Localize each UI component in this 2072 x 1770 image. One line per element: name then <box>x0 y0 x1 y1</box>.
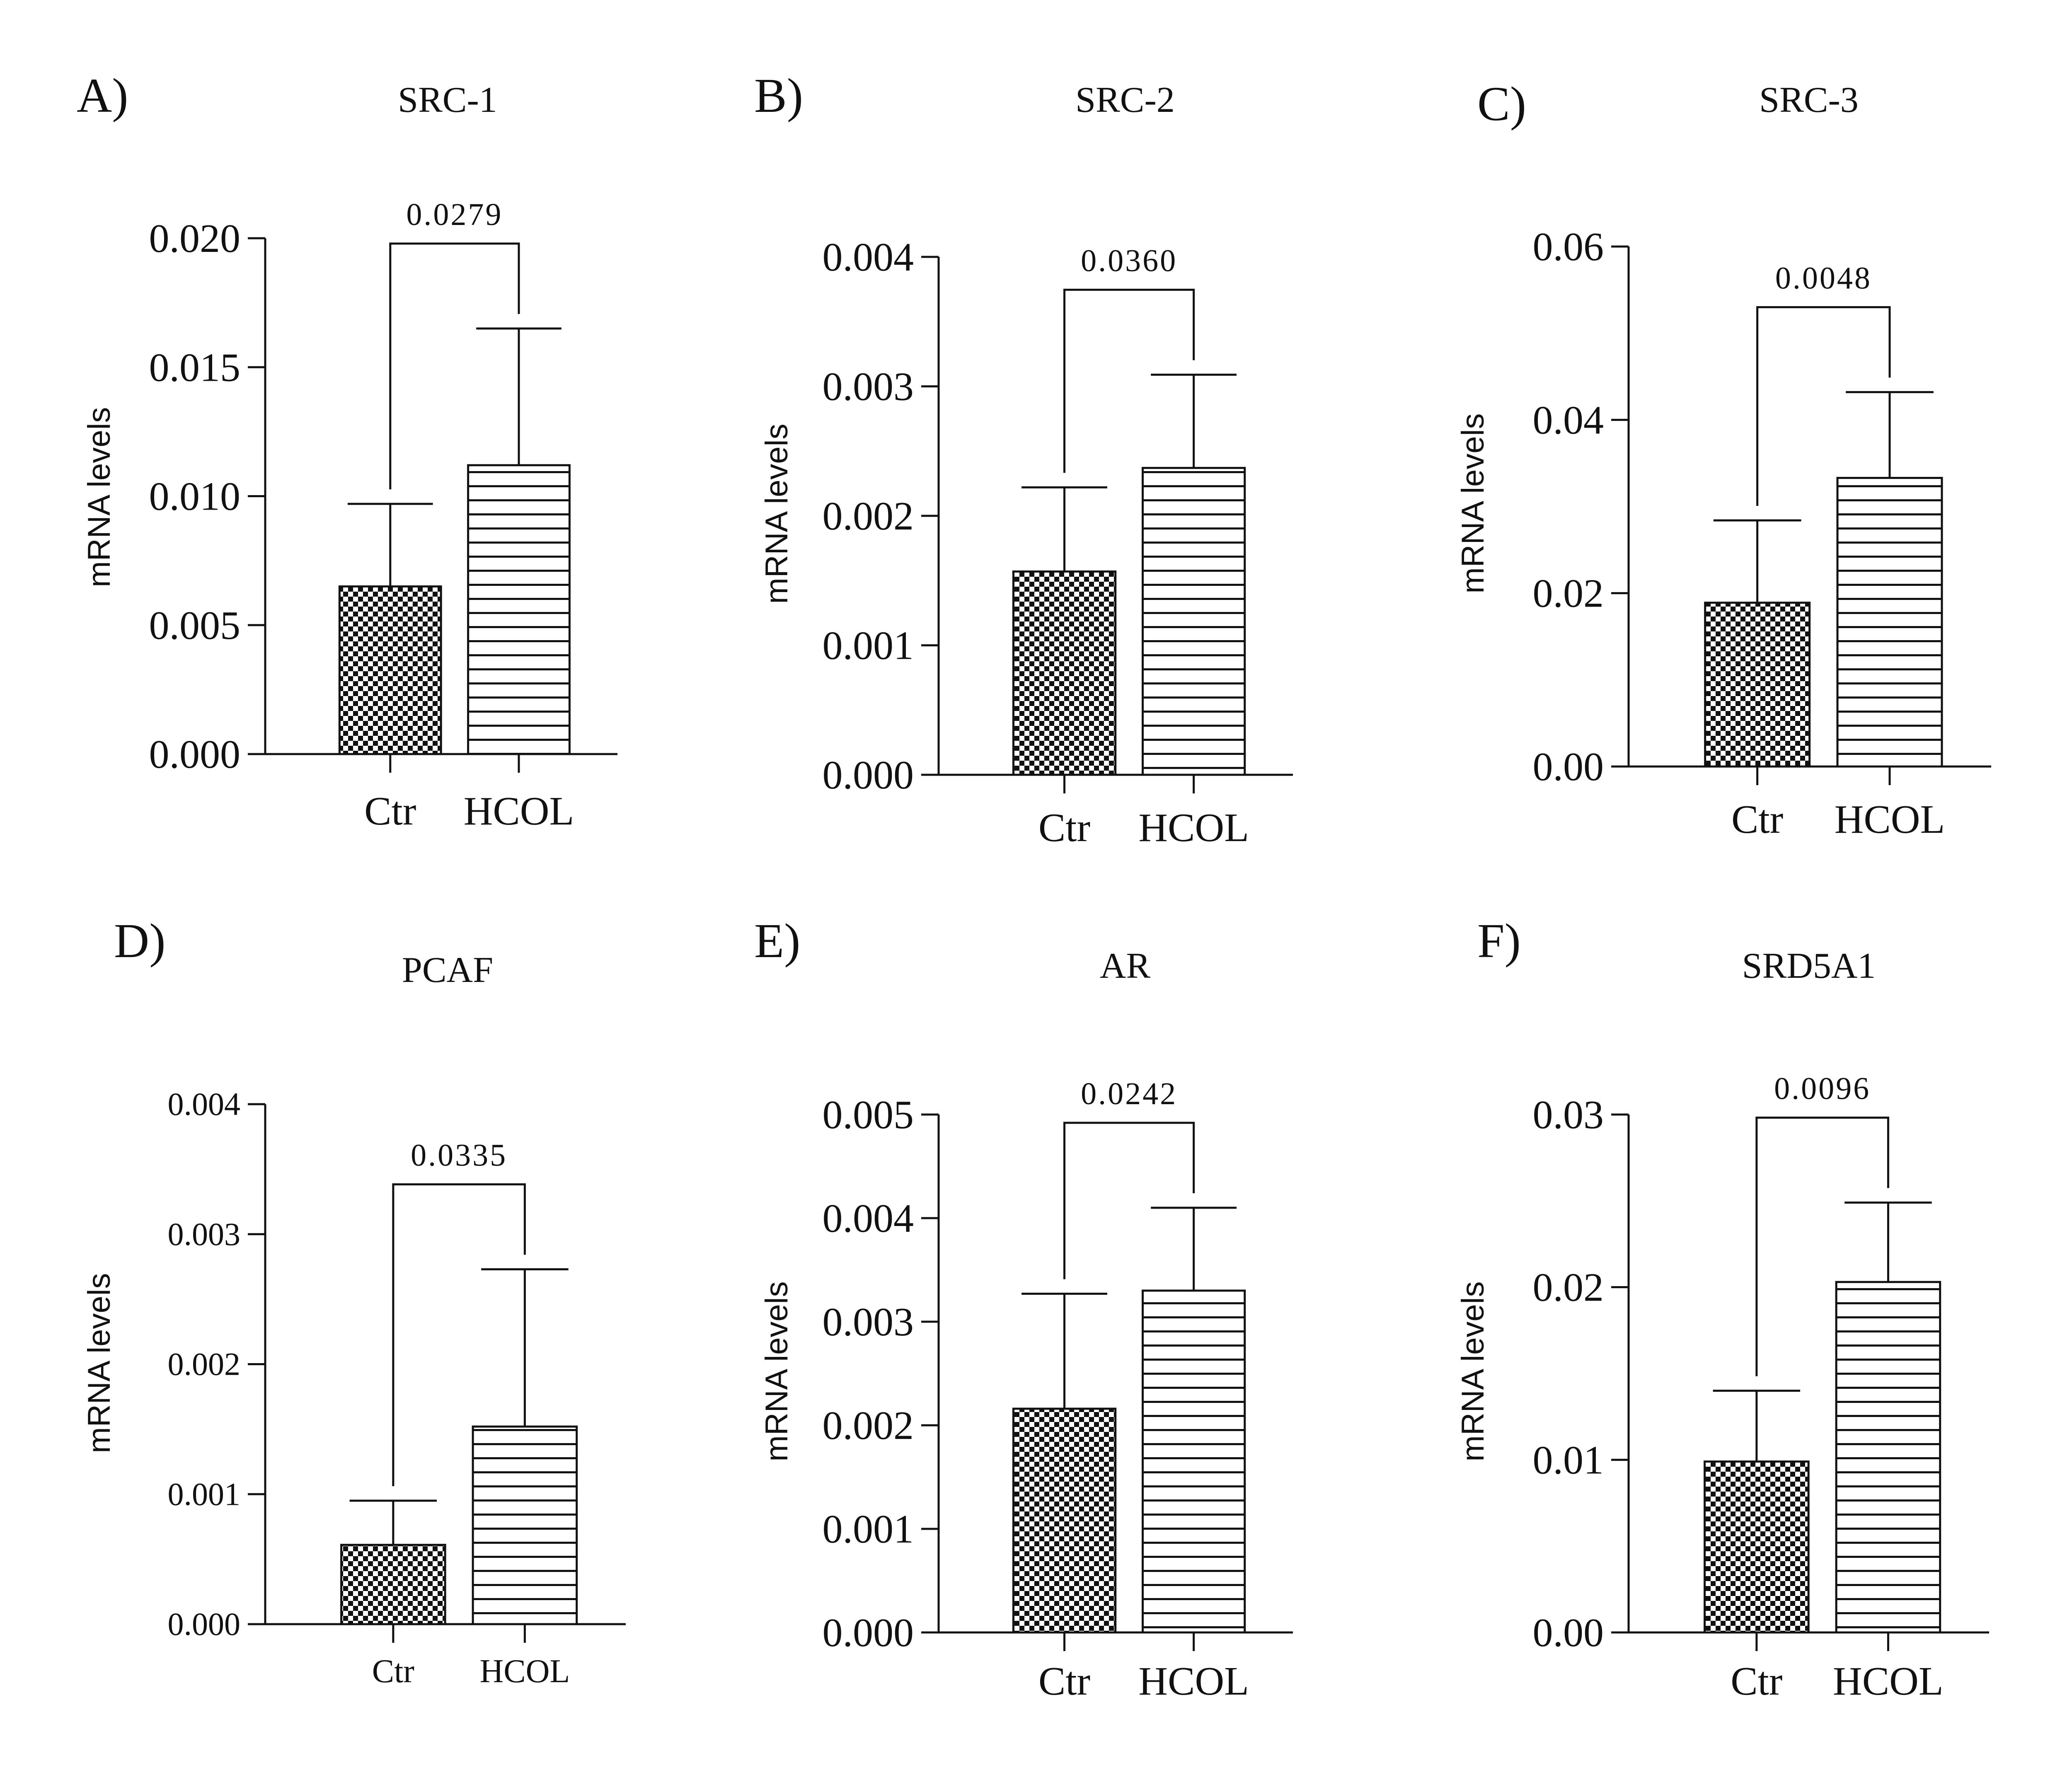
x-tick-label: HCOL <box>1835 797 1945 842</box>
p-value-label: 0.0360 <box>1081 243 1177 278</box>
panel-title: SRC-1 <box>398 80 497 120</box>
x-tick-label: Ctr <box>1038 1659 1090 1704</box>
x-tick-label: Ctr <box>1731 797 1783 842</box>
bar-hcol <box>472 1425 578 1625</box>
y-tick-label: 0.015 <box>149 345 241 390</box>
y-tick-label: 0.00 <box>1533 1610 1604 1655</box>
significance-bracket <box>1063 1122 1195 1279</box>
y-tick-label: 0.06 <box>1533 225 1604 269</box>
panel-2: B) SRC-2 mRNA levels 0.000 0.001 0.002 0.003 0.… <box>754 68 1293 850</box>
panel-title: AR <box>1100 946 1151 986</box>
x-tick-label: Ctr <box>364 789 416 834</box>
panel-letter: D) <box>114 914 166 968</box>
p-value-label: 0.0242 <box>1081 1076 1177 1111</box>
x-tick-label: HCOL <box>1138 805 1249 850</box>
bar-ctr <box>340 1544 446 1625</box>
bar-ctr <box>1012 570 1117 776</box>
y-tick-label: 0.000 <box>823 1610 914 1655</box>
significance-bracket <box>1063 288 1195 473</box>
panel-4: D) PCAF mRNA levels 0.000 0.001 0.002 0.003 0.0… <box>82 914 626 1690</box>
y-tick-label: 0.003 <box>823 1300 914 1344</box>
y-tick-label: 0.004 <box>823 235 914 280</box>
y-axis-label: mRNA levels <box>759 424 794 604</box>
y-tick-label: 0.000 <box>823 753 914 798</box>
y-axis-label: mRNA levels <box>82 1273 117 1453</box>
y-axis-label: mRNA levels <box>1455 1282 1491 1462</box>
x-tick-label: HCOL <box>480 1653 570 1690</box>
panel-letter: B) <box>754 68 803 123</box>
y-tick-label: 0.004 <box>168 1086 241 1122</box>
panel-5: E) AR mRNA levels 0.000 0.001 0.002 0.003 0.004… <box>754 914 1293 1704</box>
y-tick-label: 0.005 <box>149 603 241 648</box>
panel-title: PCAF <box>402 950 493 990</box>
panel-6: F) SRD5A1 mRNA levels 0.00 0.01 0.02 0.03 Ctr HC… <box>1455 914 1989 1704</box>
panel-letter: F) <box>1477 914 1521 968</box>
y-tick-label: 0.02 <box>1533 1265 1604 1310</box>
y-tick-label: 0.03 <box>1533 1093 1604 1137</box>
significance-bracket <box>1756 306 1891 506</box>
significance-bracket <box>392 1183 526 1486</box>
y-tick-label: 0.04 <box>1533 398 1604 442</box>
y-tick-label: 0.002 <box>823 1403 914 1448</box>
panel-title: SRC-2 <box>1075 80 1175 120</box>
x-tick-label: Ctr <box>1038 805 1090 850</box>
y-axis-label: mRNA levels <box>82 407 117 588</box>
y-tick-label: 0.001 <box>823 1507 914 1552</box>
y-tick-label: 0.01 <box>1533 1438 1604 1482</box>
bar-ctr <box>1012 1407 1117 1634</box>
significance-bracket <box>1755 1117 1889 1376</box>
x-tick-label: HCOL <box>1138 1659 1249 1704</box>
y-tick-label: 0.002 <box>823 494 914 539</box>
y-tick-label: 0.005 <box>823 1093 914 1137</box>
panel-letter: A) <box>77 68 128 123</box>
panel-3: C) SRC-3 mRNA levels 0.00 0.02 0.04 0.06 Ctr HCO… <box>1455 77 1991 842</box>
bar-ctr <box>1704 602 1811 768</box>
panels: A) SRC-1 mRNA levels 0.000 0.005 0.010 0.015 0.… <box>77 68 1991 1704</box>
panel-title: SRC-3 <box>1759 80 1859 120</box>
y-tick-label: 0.020 <box>149 216 241 261</box>
x-tick-label: HCOL <box>464 789 574 834</box>
x-tick-label: Ctr <box>1731 1659 1782 1704</box>
y-tick-label: 0.000 <box>149 732 241 777</box>
bar-ctr <box>338 585 442 755</box>
bar-hcol <box>1141 467 1246 776</box>
p-value-label: 0.0335 <box>411 1138 507 1173</box>
y-tick-label: 0.001 <box>823 624 914 668</box>
y-axis-label: mRNA levels <box>1455 413 1491 594</box>
p-value-label: 0.0096 <box>1774 1071 1871 1106</box>
panel-title: SRD5A1 <box>1742 946 1876 986</box>
y-tick-label: 0.003 <box>168 1216 241 1252</box>
bar-hcol <box>1141 1289 1246 1634</box>
y-tick-label: 0.010 <box>149 474 241 519</box>
p-value-label: 0.0279 <box>406 197 503 232</box>
y-tick-label: 0.00 <box>1533 745 1604 789</box>
y-tick-label: 0.000 <box>168 1606 241 1642</box>
bar-hcol <box>1835 1281 1941 1634</box>
x-tick-label: HCOL <box>1833 1659 1944 1704</box>
y-axis-label: mRNA levels <box>759 1282 794 1462</box>
bar-ctr <box>1704 1460 1810 1634</box>
y-tick-label: 0.002 <box>168 1346 241 1382</box>
y-tick-label: 0.001 <box>168 1476 241 1512</box>
y-tick-label: 0.02 <box>1533 571 1604 616</box>
bar-hcol <box>467 464 571 755</box>
bar-hcol <box>1836 476 1943 768</box>
y-tick-label: 0.004 <box>823 1196 914 1241</box>
panel-letter: E) <box>754 914 800 968</box>
significance-bracket <box>389 242 520 490</box>
p-value-label: 0.0048 <box>1775 261 1872 295</box>
x-tick-label: Ctr <box>372 1653 414 1690</box>
panel-letter: C) <box>1477 77 1526 131</box>
panel-1: A) SRC-1 mRNA levels 0.000 0.005 0.010 0.015 0.… <box>77 68 617 834</box>
y-tick-label: 0.003 <box>823 365 914 409</box>
